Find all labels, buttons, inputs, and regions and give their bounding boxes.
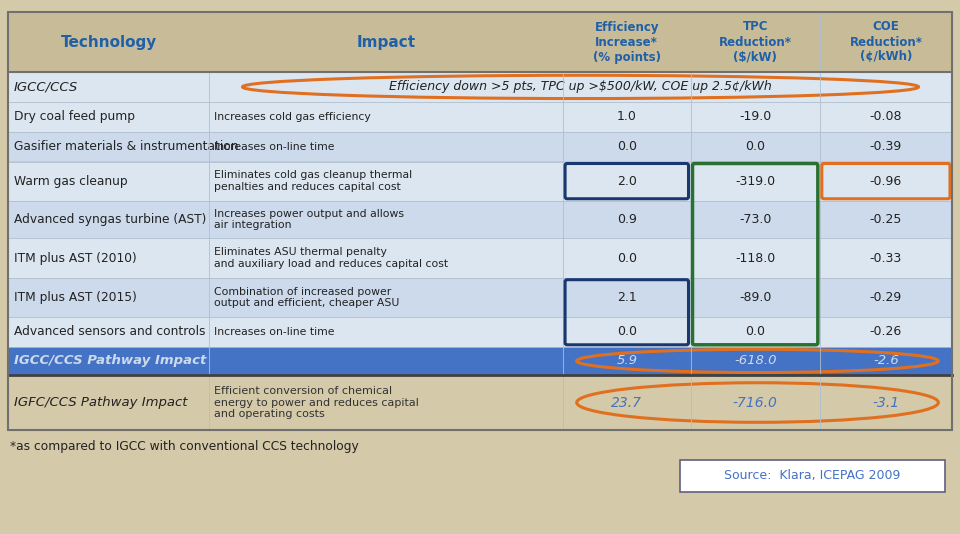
Bar <box>8 72 952 102</box>
Text: -0.25: -0.25 <box>870 213 902 226</box>
Text: Increases power output and allows
air integration: Increases power output and allows air in… <box>214 209 404 230</box>
Text: -2.6: -2.6 <box>873 355 899 367</box>
Bar <box>8 201 952 239</box>
Text: Impact: Impact <box>356 35 416 50</box>
Text: Advanced sensors and controls: Advanced sensors and controls <box>14 325 205 339</box>
Text: -0.08: -0.08 <box>870 110 902 123</box>
Text: Advanced syngas turbine (AST): Advanced syngas turbine (AST) <box>14 213 206 226</box>
Bar <box>8 12 952 430</box>
Text: -118.0: -118.0 <box>735 252 776 264</box>
Text: ITM plus AST (2015): ITM plus AST (2015) <box>14 291 137 304</box>
Text: ITM plus AST (2010): ITM plus AST (2010) <box>14 252 136 264</box>
Bar <box>8 161 952 201</box>
Text: -0.33: -0.33 <box>870 252 902 264</box>
Text: 1.0: 1.0 <box>617 110 636 123</box>
Bar <box>8 102 952 132</box>
Text: -716.0: -716.0 <box>732 396 778 410</box>
Bar <box>680 460 945 492</box>
Text: Efficiency down >5 pts, TPC up >$500/kW, COE up 2.5¢/kWh: Efficiency down >5 pts, TPC up >$500/kW,… <box>389 81 772 93</box>
Text: Increases on-line time: Increases on-line time <box>214 327 335 337</box>
Bar <box>8 375 952 430</box>
Text: -3.1: -3.1 <box>873 396 900 410</box>
Bar <box>8 239 952 278</box>
Text: IGCC/CCS Pathway Impact: IGCC/CCS Pathway Impact <box>14 355 206 367</box>
Text: Increases cold gas efficiency: Increases cold gas efficiency <box>214 112 371 122</box>
Text: Efficient conversion of chemical
energy to power and reduces capital
and operati: Efficient conversion of chemical energy … <box>214 386 419 419</box>
Text: 5.9: 5.9 <box>616 355 637 367</box>
Bar <box>8 317 952 347</box>
Text: COE
Reduction*
(¢/kWh): COE Reduction* (¢/kWh) <box>850 20 923 64</box>
Text: -0.26: -0.26 <box>870 325 902 339</box>
Text: 0.0: 0.0 <box>616 140 636 153</box>
Text: -319.0: -319.0 <box>735 175 776 187</box>
Text: -0.39: -0.39 <box>870 140 902 153</box>
Text: IGFC/CCS Pathway Impact: IGFC/CCS Pathway Impact <box>14 396 187 409</box>
Text: 0.0: 0.0 <box>616 252 636 264</box>
Text: Warm gas cleanup: Warm gas cleanup <box>14 175 128 187</box>
Text: Eliminates cold gas cleanup thermal
penalties and reduces capital cost: Eliminates cold gas cleanup thermal pena… <box>214 170 412 192</box>
Text: Technology: Technology <box>60 35 156 50</box>
Text: Source:  Klara, ICEPAG 2009: Source: Klara, ICEPAG 2009 <box>724 469 900 483</box>
Text: IGCC/CCS: IGCC/CCS <box>14 81 79 93</box>
Text: -19.0: -19.0 <box>739 110 771 123</box>
Text: -0.29: -0.29 <box>870 291 902 304</box>
Text: -0.96: -0.96 <box>870 175 902 187</box>
Text: 2.1: 2.1 <box>617 291 636 304</box>
Text: -89.0: -89.0 <box>739 291 772 304</box>
Text: Eliminates ASU thermal penalty
and auxiliary load and reduces capital cost: Eliminates ASU thermal penalty and auxil… <box>214 247 448 269</box>
Text: *as compared to IGCC with conventional CCS technology: *as compared to IGCC with conventional C… <box>10 440 359 453</box>
Bar <box>8 347 952 375</box>
Text: Increases on-line time: Increases on-line time <box>214 142 335 152</box>
Text: Efficiency
Increase*
(% points): Efficiency Increase* (% points) <box>592 20 660 64</box>
Bar <box>8 278 952 317</box>
Bar <box>8 12 952 72</box>
Text: TPC
Reduction*
($/kW): TPC Reduction* ($/kW) <box>719 20 792 64</box>
Text: Dry coal feed pump: Dry coal feed pump <box>14 110 135 123</box>
Text: -618.0: -618.0 <box>734 355 777 367</box>
Text: Gasifier materials & instrumentation: Gasifier materials & instrumentation <box>14 140 238 153</box>
Text: -73.0: -73.0 <box>739 213 772 226</box>
Text: 0.0: 0.0 <box>745 140 765 153</box>
Text: Combination of increased power
output and efficient, cheaper ASU: Combination of increased power output an… <box>214 287 399 308</box>
Text: 2.0: 2.0 <box>617 175 636 187</box>
Text: 0.0: 0.0 <box>616 325 636 339</box>
Text: 0.9: 0.9 <box>617 213 636 226</box>
Text: 23.7: 23.7 <box>612 396 642 410</box>
Bar <box>8 132 952 161</box>
Text: 0.0: 0.0 <box>745 325 765 339</box>
